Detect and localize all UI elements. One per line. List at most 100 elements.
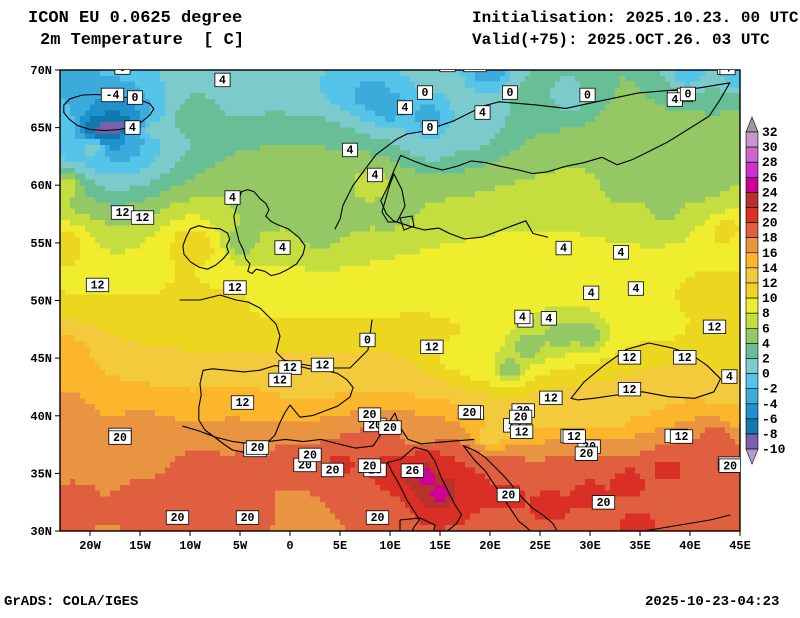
svg-text:12: 12	[228, 282, 242, 295]
svg-text:24: 24	[762, 185, 778, 200]
svg-text:4: 4	[444, 60, 451, 73]
svg-text:65N: 65N	[30, 122, 52, 136]
svg-text:26: 26	[762, 170, 778, 185]
svg-text:26: 26	[405, 465, 419, 478]
svg-text:12: 12	[678, 352, 692, 365]
svg-text:18: 18	[762, 231, 778, 246]
svg-text:22: 22	[762, 201, 778, 216]
svg-text:-4: -4	[468, 60, 482, 73]
svg-text:20: 20	[363, 409, 377, 422]
svg-text:12: 12	[762, 276, 778, 291]
svg-text:30E: 30E	[579, 539, 601, 553]
svg-text:4: 4	[479, 107, 486, 120]
svg-text:12: 12	[567, 431, 581, 444]
svg-text:20W: 20W	[79, 539, 101, 553]
svg-text:55N: 55N	[30, 237, 52, 251]
svg-text:28: 28	[762, 155, 778, 170]
svg-text:0: 0	[427, 122, 434, 135]
svg-text:0: 0	[584, 90, 591, 103]
svg-text:4: 4	[372, 170, 379, 183]
svg-text:20: 20	[171, 512, 185, 525]
svg-text:2: 2	[762, 352, 770, 367]
svg-text:12: 12	[136, 212, 150, 225]
svg-text:20: 20	[371, 512, 385, 525]
svg-text:50N: 50N	[30, 295, 52, 309]
svg-text:12: 12	[675, 431, 689, 444]
svg-text:0: 0	[119, 62, 126, 75]
svg-text:20: 20	[762, 216, 778, 231]
svg-text:12: 12	[623, 384, 637, 397]
svg-text:12: 12	[236, 397, 250, 410]
svg-text:-8: -8	[762, 427, 778, 442]
svg-text:32: 32	[762, 125, 778, 140]
svg-text:0: 0	[132, 92, 139, 105]
svg-text:10W: 10W	[179, 539, 201, 553]
svg-text:4: 4	[219, 75, 226, 88]
svg-text:4: 4	[762, 336, 770, 351]
svg-text:14: 14	[762, 261, 778, 276]
svg-text:16: 16	[762, 246, 778, 261]
svg-text:8: 8	[762, 306, 770, 321]
svg-text:5W: 5W	[233, 539, 248, 553]
svg-text:0: 0	[684, 89, 691, 102]
svg-text:20: 20	[579, 448, 593, 461]
svg-text:4: 4	[671, 94, 678, 107]
svg-text:20: 20	[501, 490, 515, 503]
svg-text:4: 4	[545, 313, 552, 326]
svg-text:20: 20	[251, 442, 265, 455]
svg-text:12: 12	[425, 341, 439, 354]
svg-text:4: 4	[347, 145, 354, 158]
svg-text:12: 12	[708, 321, 722, 334]
svg-text:70N: 70N	[30, 64, 52, 78]
svg-text:4: 4	[129, 122, 136, 135]
svg-text:4: 4	[726, 371, 733, 384]
svg-text:45E: 45E	[729, 539, 751, 553]
svg-text:4: 4	[724, 63, 731, 76]
svg-text:10E: 10E	[379, 539, 401, 553]
svg-text:6: 6	[762, 321, 770, 336]
svg-text:-4: -4	[106, 90, 120, 103]
svg-text:12: 12	[316, 360, 330, 373]
svg-text:35E: 35E	[629, 539, 651, 553]
svg-text:0: 0	[422, 87, 429, 100]
svg-text:12: 12	[515, 426, 529, 439]
svg-text:4: 4	[588, 287, 595, 300]
svg-text:4: 4	[519, 312, 526, 325]
svg-text:-2: -2	[762, 382, 778, 397]
svg-text:40N: 40N	[30, 410, 52, 424]
svg-text:20: 20	[723, 460, 737, 473]
svg-text:25E: 25E	[529, 539, 551, 553]
svg-text:20: 20	[113, 432, 127, 445]
svg-text:4: 4	[402, 102, 409, 115]
svg-text:20: 20	[363, 460, 377, 473]
svg-text:30N: 30N	[30, 525, 52, 539]
svg-text:12: 12	[544, 392, 558, 405]
svg-text:20: 20	[514, 412, 528, 425]
svg-text:20: 20	[241, 512, 255, 525]
svg-text:20: 20	[383, 422, 397, 435]
svg-text:20: 20	[326, 465, 340, 478]
svg-text:0: 0	[762, 367, 770, 382]
svg-text:30: 30	[762, 140, 778, 155]
svg-text:4: 4	[632, 283, 639, 296]
svg-text:4: 4	[618, 247, 625, 260]
svg-text:15E: 15E	[429, 539, 451, 553]
svg-text:4: 4	[279, 242, 286, 255]
svg-text:5E: 5E	[333, 539, 347, 553]
svg-text:4: 4	[560, 243, 567, 256]
svg-text:35N: 35N	[30, 467, 52, 481]
svg-text:45N: 45N	[30, 352, 52, 366]
svg-text:12: 12	[623, 352, 637, 365]
svg-text:0: 0	[286, 539, 293, 553]
svg-text:12: 12	[116, 207, 130, 220]
svg-text:0: 0	[364, 335, 371, 348]
svg-text:10: 10	[762, 291, 778, 306]
svg-text:-6: -6	[762, 412, 778, 427]
svg-text:20: 20	[597, 497, 611, 510]
svg-text:-10: -10	[762, 442, 786, 457]
svg-text:20E: 20E	[479, 539, 501, 553]
svg-text:40E: 40E	[679, 539, 701, 553]
svg-text:12: 12	[91, 280, 105, 293]
svg-text:20: 20	[303, 450, 317, 463]
svg-text:15W: 15W	[129, 539, 151, 553]
